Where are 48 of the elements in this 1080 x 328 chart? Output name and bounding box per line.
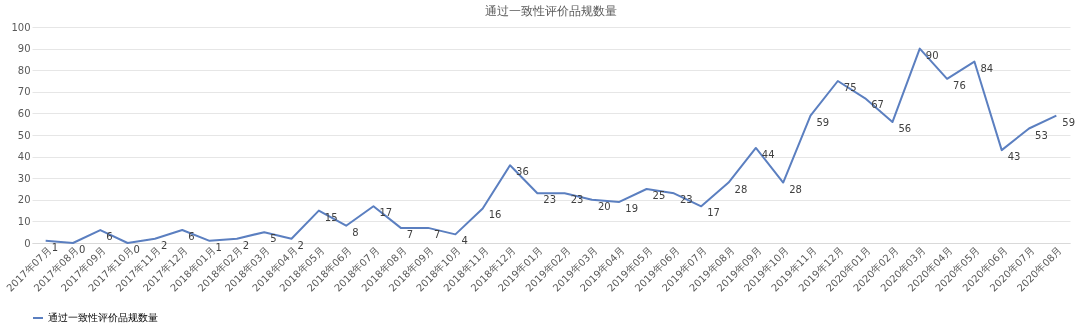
data-label: 59 (816, 116, 830, 128)
data-label: 2 (297, 239, 304, 251)
data-label: 44 (761, 148, 775, 160)
data-label: 17 (707, 207, 720, 219)
data-label: 90 (925, 49, 939, 61)
data-label: 1 (215, 241, 222, 253)
y-tick-label: 0 (24, 237, 31, 249)
data-label: 59 (1062, 116, 1076, 128)
y-tick-label: 80 (17, 64, 31, 76)
data-label: 17 (379, 207, 393, 219)
data-label: 7 (406, 228, 414, 240)
data-label: 53 (1035, 129, 1048, 141)
data-label: 5 (270, 233, 277, 245)
data-label: 2 (242, 239, 250, 251)
y-tick-label: 60 (17, 107, 31, 119)
y-tick-label: 10 (17, 215, 31, 227)
data-label: 4 (461, 235, 468, 247)
data-label: 84 (980, 62, 994, 74)
data-label: 2 (160, 239, 168, 251)
data-label: 23 (543, 194, 557, 206)
data-label: 36 (516, 166, 529, 178)
y-tick-label: 20 (17, 194, 31, 206)
data-label: 43 (1007, 151, 1021, 163)
data-label: 20 (597, 200, 611, 212)
y-tick-label: 70 (17, 86, 31, 98)
data-label: 23 (570, 194, 584, 206)
y-tick-label: 40 (17, 151, 31, 163)
data-label: 25 (652, 190, 666, 201)
chart-title: 通过一致性评价品规数量 (485, 4, 617, 18)
data-label: 7 (434, 228, 441, 240)
data-label: 16 (488, 209, 502, 221)
y-tick-label: 30 (17, 172, 31, 184)
data-label: 0 (133, 244, 140, 255)
data-label: 6 (106, 231, 113, 243)
data-label: 19 (625, 202, 639, 214)
data-label: 6 (188, 231, 195, 243)
legend-label: 通过一致性评价品规数量 (48, 312, 158, 323)
data-label: 56 (898, 123, 912, 135)
data-label: 8 (352, 226, 359, 238)
data-label: 28 (789, 183, 802, 195)
data-label: 0 (78, 244, 86, 255)
y-tick-label: 90 (17, 43, 31, 55)
data-label: 28 (734, 183, 748, 195)
data-label: 67 (871, 99, 884, 111)
y-tick-label: 50 (17, 129, 31, 141)
data-label: 76 (953, 79, 966, 91)
data-label: 1 (51, 241, 59, 253)
y-tick-label: 100 (11, 21, 31, 33)
